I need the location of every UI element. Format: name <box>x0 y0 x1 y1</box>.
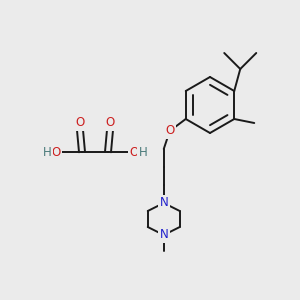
Text: N: N <box>159 229 168 242</box>
Text: N: N <box>159 196 168 209</box>
Text: H: H <box>139 146 147 158</box>
Text: O: O <box>75 116 85 130</box>
Text: O: O <box>129 146 139 158</box>
Text: H: H <box>43 146 51 158</box>
Text: O: O <box>165 124 174 137</box>
Text: O: O <box>51 146 61 158</box>
Text: O: O <box>105 116 115 130</box>
